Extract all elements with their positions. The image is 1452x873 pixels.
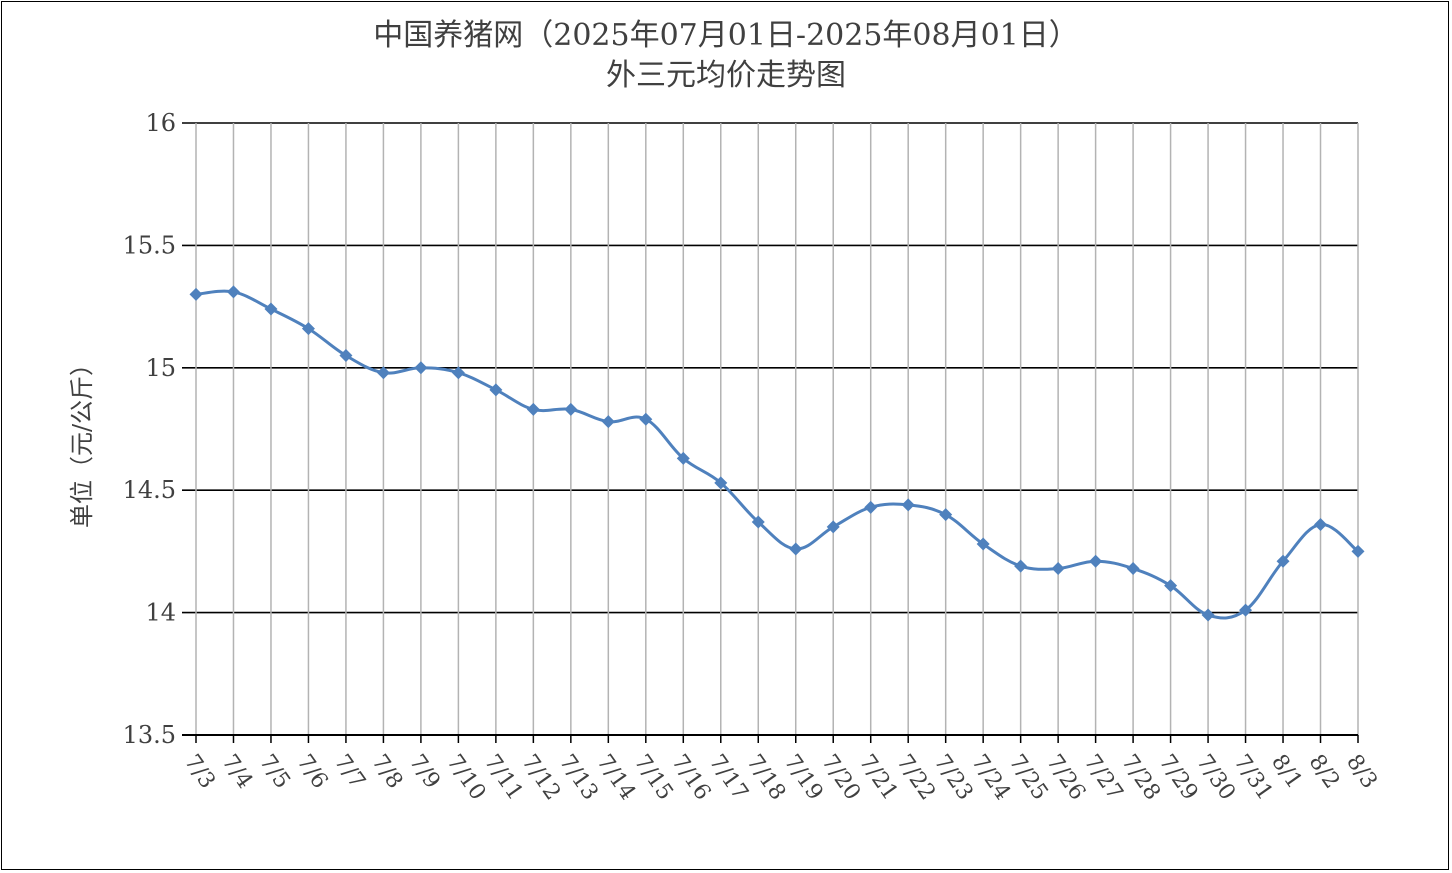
data-point [901,498,915,512]
data-point [1051,562,1065,576]
data-point [1314,517,1328,531]
data-point [1089,554,1103,568]
x-tick-label: 7/22 [891,750,940,805]
x-tick-label: 7/21 [854,750,903,805]
data-point [226,285,240,299]
x-tick-label: 7/11 [479,750,528,805]
y-tick-label: 14 [145,599,176,627]
x-tick-label: 8/2 [1304,750,1345,793]
data-point [1014,559,1028,573]
series-line [194,289,1360,620]
x-tick-label: 7/31 [1229,750,1278,805]
y-tick-label: 14.5 [123,476,176,504]
x-tick-label: 7/13 [554,750,603,805]
data-point [939,508,953,522]
chart-title: 中国养猪网（2025年07月01日-2025年08月01日） [373,18,1079,53]
data-point [526,402,540,416]
x-tick-label: 7/19 [779,750,828,805]
data-point [789,542,803,556]
data-point [1201,608,1215,622]
data-point [976,537,990,551]
data-point [1276,554,1290,568]
x-tick-label: 7/16 [666,750,715,805]
data-point [489,383,503,397]
x-tick-label: 7/4 [217,750,258,793]
data-point [564,402,578,416]
x-tick-label: 7/28 [1116,750,1165,805]
y-tick-label: 15.5 [123,231,176,259]
x-tick-label: 7/25 [1004,750,1053,805]
x-tick-label: 7/24 [966,750,1015,805]
data-point [751,515,765,529]
data-point [301,322,315,336]
data-point [189,287,203,301]
y-axis-label: 单位（元/公斤） [68,352,96,528]
y-tick-label: 13.5 [123,721,176,749]
x-tick-label: 7/17 [704,750,753,805]
x-tick-label: 8/3 [1341,750,1382,793]
data-point [376,366,390,380]
x-tick-label: 7/14 [591,750,640,805]
data-point [451,366,465,380]
x-tick-label: 7/26 [1041,750,1090,805]
data-point [264,302,278,316]
x-tick-label: 7/29 [1154,750,1203,805]
x-tick-label: 7/8 [367,750,408,793]
data-point [1239,603,1253,617]
data-point [339,349,353,363]
x-tick-label: 7/30 [1191,750,1240,805]
x-tick-label: 7/9 [404,750,445,793]
data-point [676,451,690,465]
y-tick-label: 15 [145,354,176,382]
data-point [601,415,615,429]
x-tick-label: 7/12 [516,750,565,805]
x-tick-label: 7/23 [929,750,978,805]
x-tick-label: 7/15 [629,750,678,805]
y-tick-label: 16 [145,109,176,137]
x-tick-label: 7/10 [441,750,490,805]
data-point [1126,562,1140,576]
data-point [864,500,878,514]
data-point [639,412,653,426]
x-tick-label: 7/3 [179,750,220,793]
data-point [414,361,428,375]
x-tick-label: 7/6 [292,750,333,793]
x-tick-label: 7/7 [329,750,370,793]
x-tick-label: 7/27 [1079,750,1128,805]
data-point [1164,579,1178,593]
x-tick-label: 7/20 [816,750,865,805]
data-point [1351,544,1365,558]
data-point [714,476,728,490]
x-tick-label: 7/5 [254,750,295,793]
x-tick-label: 7/18 [741,750,790,805]
chart-subtitle: 外三元均价走势图 [606,58,846,93]
data-point [826,520,840,534]
